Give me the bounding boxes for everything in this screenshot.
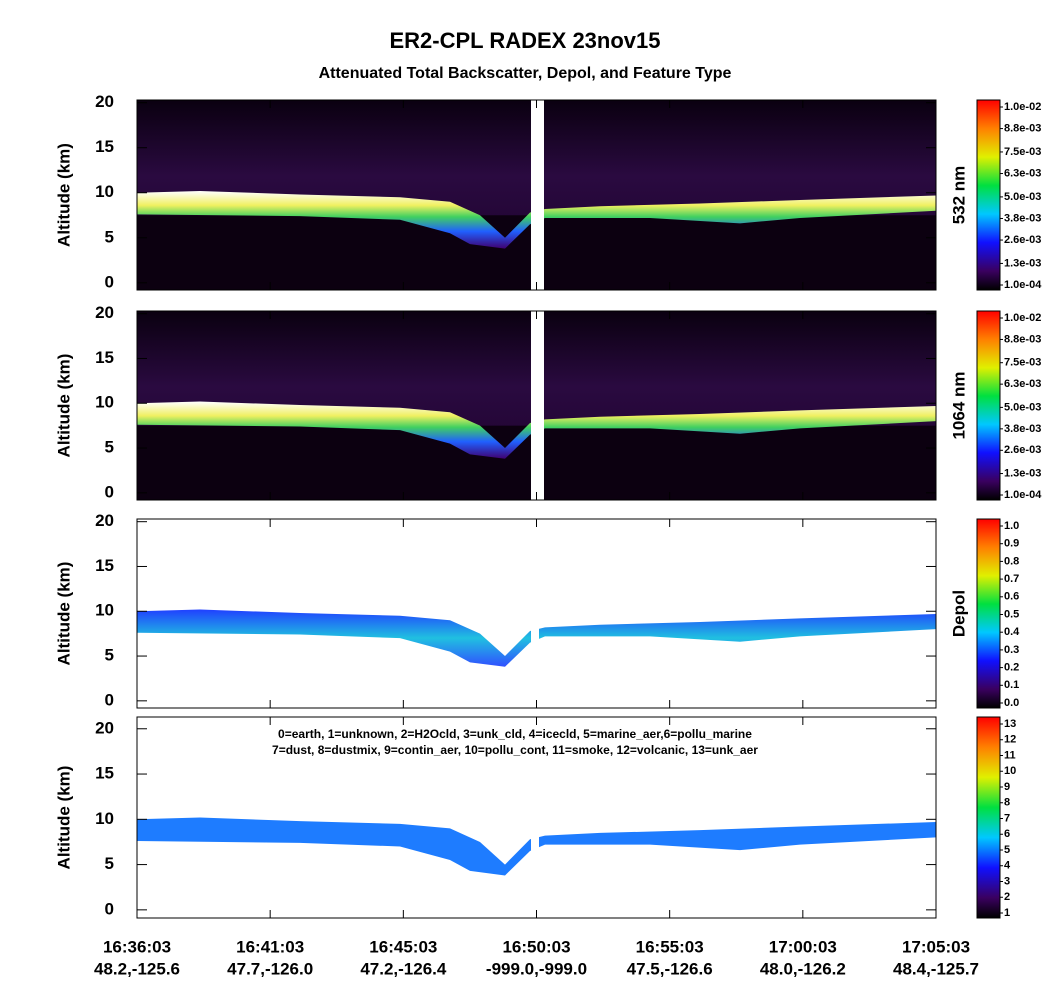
colorbar-tick-label: 9 (1004, 781, 1010, 793)
y-axis-label: Altitude (km) (54, 562, 73, 666)
y-tick-label: 15 (95, 556, 114, 575)
data-gap (531, 100, 544, 290)
y-tick-label: 5 (105, 438, 114, 457)
colorbar-tick-label: 2 (1004, 891, 1010, 903)
y-tick-label: 20 (95, 718, 114, 737)
colorbar-tick-label: 0.6 (1004, 591, 1019, 603)
title: ER2-CPL RADEX 23nov15 (389, 28, 660, 53)
x-tick-sublabel: 47.2,-126.4 (360, 959, 447, 978)
colorbar-tick-label: 3.8e-03 (1004, 423, 1041, 435)
y-tick-label: 15 (95, 348, 114, 367)
colorbar-tick-label: 2.6e-03 (1004, 444, 1041, 456)
y-tick-label: 5 (105, 227, 114, 246)
colorbar-tick-label: 2.6e-03 (1004, 234, 1041, 246)
colorbar-tick-label: 8 (1004, 797, 1010, 809)
colorbar-tick-label: 0.8 (1004, 555, 1019, 567)
colorbar-tick-label: 3 (1004, 875, 1010, 887)
colorbar-tick-label: 11 (1004, 749, 1016, 761)
colorbar (976, 518, 1001, 709)
plot-area (137, 717, 936, 918)
colorbar-tick-label: 13 (1004, 718, 1016, 730)
x-tick-sublabel: 48.2,-125.6 (94, 959, 180, 978)
y-tick-label: 15 (95, 764, 114, 783)
colorbar-tick-label: 1.3e-03 (1004, 467, 1041, 479)
subtitle: Attenuated Total Backscatter, Depol, and… (319, 65, 732, 82)
data-gap (531, 828, 539, 861)
feature-legend: 0=earth, 1=unknown, 2=H2Ocld, 3=unk_cld,… (278, 727, 752, 741)
colorbar-tick-label: 4 (1004, 860, 1011, 872)
x-tick-sublabel: 47.7,-126.0 (227, 959, 313, 978)
y-tick-label: 0 (105, 482, 114, 501)
colorbar-tick-label: 0.7 (1004, 573, 1019, 585)
colorbar-tick-label: 5.0e-03 (1004, 401, 1041, 413)
y-tick-label: 10 (95, 601, 114, 620)
colorbar-tick-label: 0.5 (1004, 608, 1019, 620)
colorbar-tick-label: 1.0e-04 (1004, 279, 1042, 291)
y-axis-label: Altitude (km) (54, 354, 73, 458)
y-tick-label: 15 (95, 137, 114, 156)
colorbar (976, 716, 1001, 919)
colorbar-tick-label: 0.0 (1004, 697, 1019, 709)
y-tick-label: 20 (95, 303, 114, 322)
colorbar-tick-label: 0.9 (1004, 538, 1019, 550)
y-tick-label: 10 (95, 809, 114, 828)
y-tick-label: 5 (105, 646, 114, 665)
y-tick-label: 10 (95, 182, 114, 201)
colorbar-tick-label: 3.8e-03 (1004, 212, 1041, 224)
y-tick-label: 20 (95, 92, 114, 111)
colorbar-tick-label: 12 (1004, 734, 1016, 746)
colorbar (976, 310, 1001, 501)
colorbar-tick-label: 0.4 (1004, 626, 1020, 638)
colorbar-tick-label: 1.0e-04 (1004, 489, 1042, 501)
x-tick-sublabel: 48.0,-126.2 (760, 959, 846, 978)
x-tick-label: 17:00:03 (769, 937, 837, 956)
y-axis-label: Altitude (km) (54, 143, 73, 247)
colorbar-tick-label: 6.3e-03 (1004, 378, 1041, 390)
colorbar-tick-label: 1.0 (1004, 520, 1019, 532)
colorbar-tick-label: 6 (1004, 828, 1010, 840)
colorbar-tick-label: 0.2 (1004, 662, 1019, 674)
colorbar-tick-label: 7.5e-03 (1004, 146, 1041, 158)
y-tick-label: 0 (105, 272, 114, 291)
colorbar-tick-label: 5 (1004, 844, 1010, 856)
colorbar-tick-label: 8.8e-03 (1004, 333, 1041, 345)
colorbar-tick-label: 0.3 (1004, 644, 1019, 656)
y-tick-label: 0 (105, 899, 114, 918)
x-tick-label: 17:05:03 (902, 937, 970, 956)
data-gap (531, 620, 539, 652)
y-axis-label: Altitude (km) (54, 766, 73, 870)
y-tick-label: 20 (95, 511, 114, 530)
colorbar (976, 99, 1001, 291)
colorbar-tick-label: 7.5e-03 (1004, 357, 1041, 369)
colorbar-tick-label: 6.3e-03 (1004, 167, 1041, 179)
y-tick-label: 5 (105, 854, 114, 873)
colorbar-tick-label: 5.0e-03 (1004, 191, 1041, 203)
colorbar-tick-label: 7 (1004, 812, 1010, 824)
y-tick-label: 10 (95, 393, 114, 412)
feature-legend: 7=dust, 8=dustmix, 9=contin_aer, 10=poll… (272, 743, 758, 757)
x-tick-label: 16:41:03 (236, 937, 304, 956)
y-tick-label: 0 (105, 690, 114, 709)
x-tick-sublabel: 47.5,-126.6 (627, 959, 713, 978)
x-tick-label: 16:45:03 (369, 937, 437, 956)
colorbar-tick-label: 8.8e-03 (1004, 122, 1041, 134)
x-tick-label: 16:50:03 (502, 937, 570, 956)
colorbar-tick-label: 1.0e-02 (1004, 312, 1041, 324)
x-tick-sublabel: -999.0,-999.0 (486, 959, 587, 978)
colorbar-tick-label: 1.0e-02 (1004, 101, 1041, 113)
data-gap (531, 311, 544, 500)
colorbar-label: 1064 nm (949, 371, 968, 439)
colorbar-label: Depol (949, 590, 968, 637)
colorbar-tick-label: 1 (1004, 907, 1010, 919)
x-tick-label: 16:36:03 (103, 937, 171, 956)
colorbar-tick-label: 10 (1004, 765, 1016, 777)
colorbar-label: 532 nm (949, 166, 968, 225)
x-tick-sublabel: 48.4,-125.7 (893, 959, 979, 978)
colorbar-tick-label: 1.3e-03 (1004, 257, 1041, 269)
colorbar-tick-label: 0.1 (1004, 679, 1019, 691)
x-tick-label: 16:55:03 (636, 937, 704, 956)
